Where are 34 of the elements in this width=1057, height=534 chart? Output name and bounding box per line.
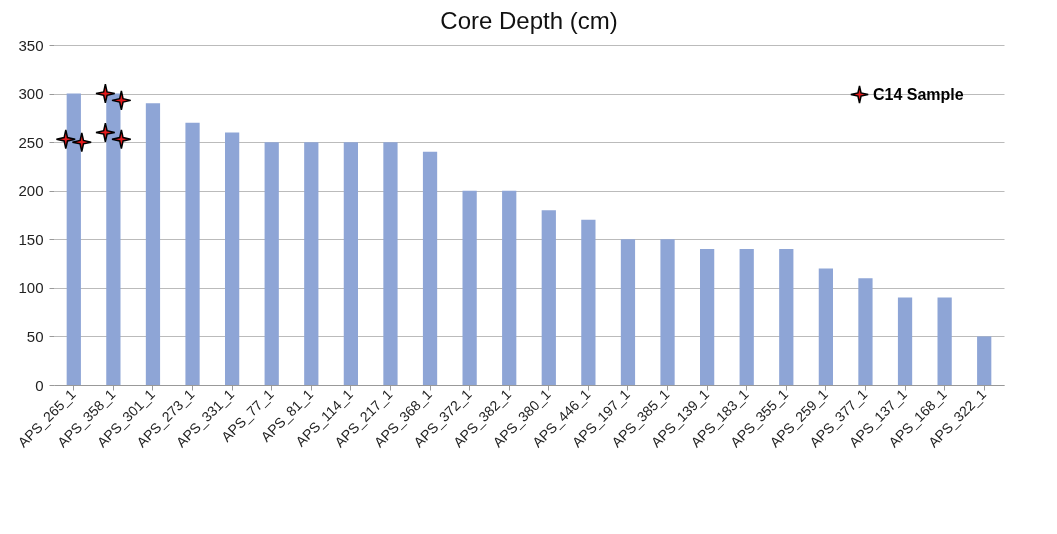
y-tick-label: 200: [18, 182, 44, 200]
bar: [620, 239, 636, 385]
bar: [502, 190, 517, 385]
y-tick-label: 300: [18, 85, 44, 103]
bar: [818, 268, 833, 385]
bar: [225, 132, 240, 385]
y-tick-label: 100: [18, 279, 44, 297]
y-tick-label: 250: [18, 133, 44, 151]
bar: [422, 151, 438, 385]
bar: [264, 142, 279, 385]
bar: [977, 336, 992, 385]
bar: [343, 142, 358, 385]
bar: [779, 249, 794, 385]
bar: [897, 297, 913, 385]
bar: [304, 142, 319, 385]
bar: [739, 249, 754, 385]
bar: [858, 278, 873, 385]
bar: [937, 297, 952, 385]
bar: [383, 142, 398, 385]
legend-label: C14 Sample: [873, 85, 964, 103]
bar: [660, 239, 675, 385]
bar: [145, 103, 161, 385]
y-tick-label: 350: [18, 36, 44, 54]
bar: [66, 93, 81, 385]
bar: [185, 122, 200, 385]
bar: [462, 190, 477, 385]
chart-title: Core Depth (cm): [440, 7, 618, 34]
bar: [700, 249, 715, 385]
bar: [106, 93, 121, 385]
y-tick-label: 0: [35, 376, 44, 394]
y-tick-label: 150: [18, 230, 44, 248]
bar: [581, 219, 596, 385]
bar: [541, 210, 556, 385]
y-tick-label: 50: [26, 327, 44, 345]
